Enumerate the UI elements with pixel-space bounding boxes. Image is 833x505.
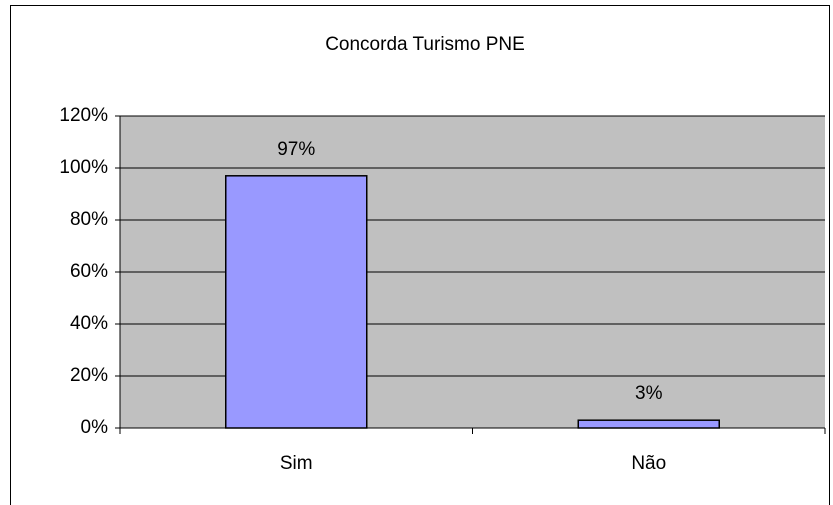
y-tick-label: 20% bbox=[70, 365, 108, 386]
y-tick-label: 40% bbox=[70, 313, 108, 334]
y-tick-label: 60% bbox=[70, 261, 108, 282]
y-tick-label: 80% bbox=[70, 209, 108, 230]
bar bbox=[225, 175, 368, 429]
y-tick-label: 0% bbox=[81, 417, 109, 438]
bar bbox=[577, 419, 720, 429]
chart-title: Concorda Turismo PNE bbox=[325, 34, 525, 55]
y-tick-label: 100% bbox=[59, 157, 108, 178]
x-tick-label: Não bbox=[631, 453, 666, 474]
data-label: 97% bbox=[277, 139, 315, 160]
x-tick-label: Sim bbox=[280, 453, 313, 474]
y-tick-label: 120% bbox=[59, 105, 108, 126]
data-label: 3% bbox=[635, 383, 663, 404]
